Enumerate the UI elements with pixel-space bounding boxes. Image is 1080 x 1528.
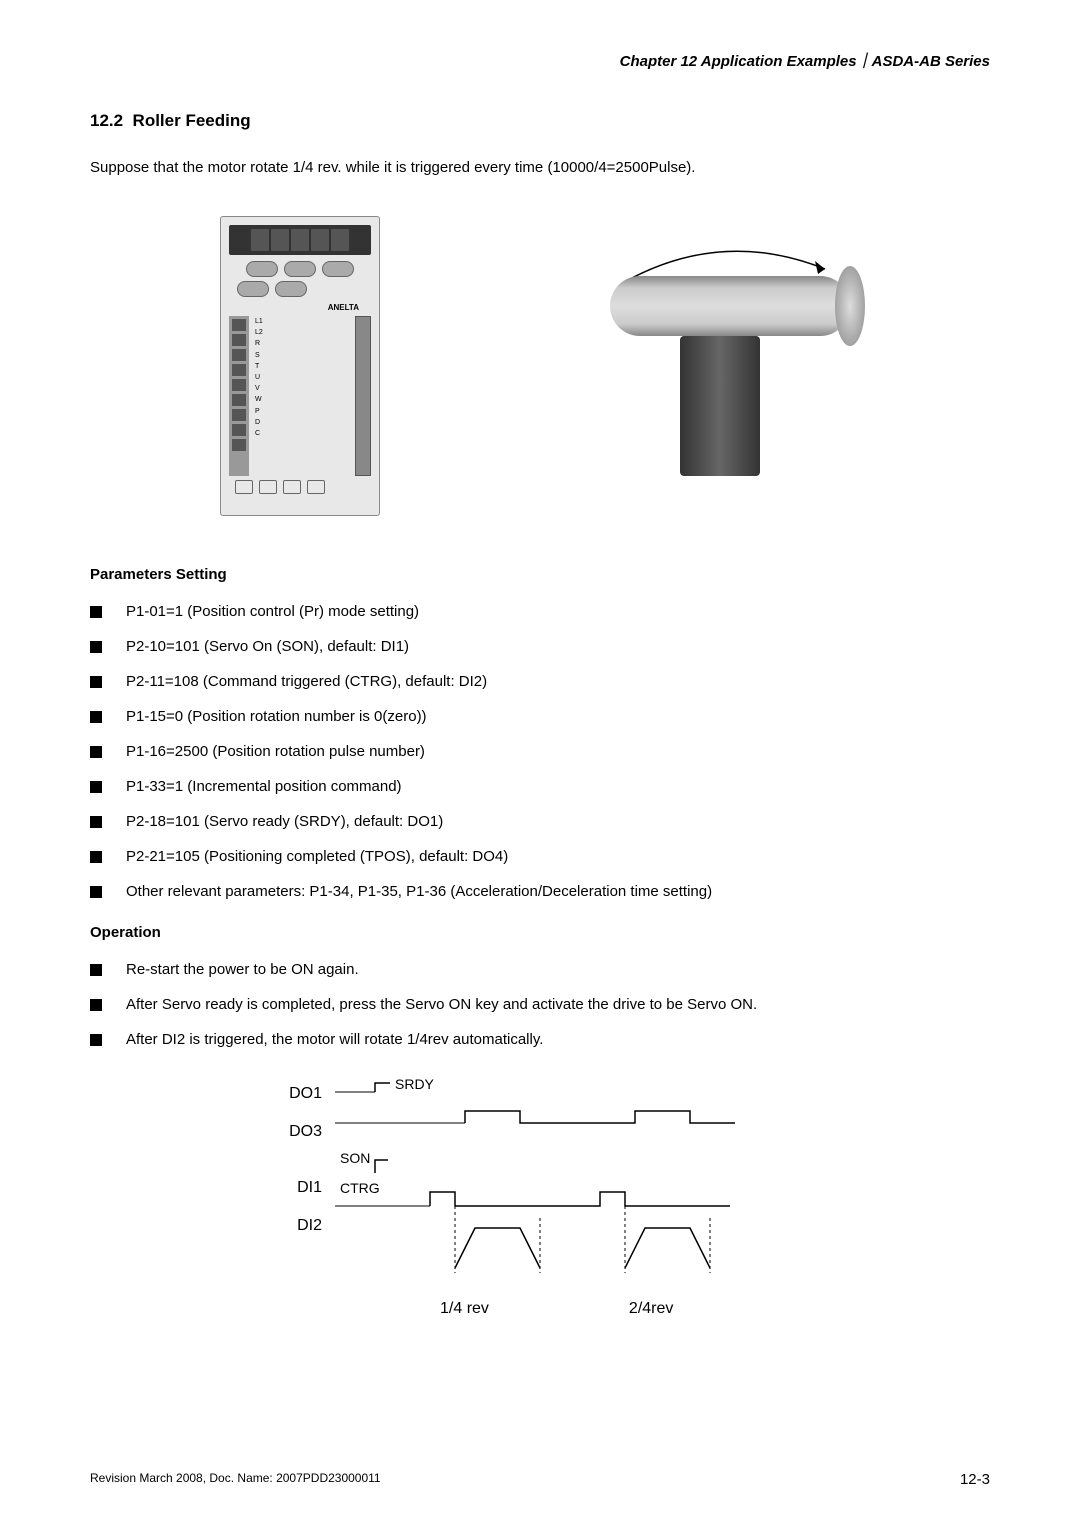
terminal-section: L1L2RSTUVWPDC [229,316,371,476]
bullet-icon [90,711,102,723]
rev2-label: 2/4rev [629,1300,673,1318]
operation-list: Re-start the power to be ON again. After… [90,961,990,1048]
op-text: After Servo ready is completed, press th… [126,996,757,1013]
bullet-icon [90,746,102,758]
param-text: P1-16=2500 (Position rotation pulse numb… [126,743,425,760]
parameters-heading: Parameters Setting [90,566,990,583]
parameters-list: P1-01=1 (Position control (Pr) mode sett… [90,603,990,900]
section-number: 12.2 [90,111,123,130]
list-item: P1-15=0 (Position rotation number is 0(z… [90,708,990,725]
param-text: P1-33=1 (Incremental position command) [126,778,402,795]
bullet-icon [90,1034,102,1046]
display-panel [229,225,371,255]
section-title: 12.2 Roller Feeding [90,111,990,131]
chapter-label: Chapter 12 Application Examples｜ASDA-AB … [620,53,990,70]
page-number: 12-3 [960,1471,990,1488]
list-item: P2-11=108 (Command triggered (CTRG), def… [90,673,990,690]
bullet-icon [90,851,102,863]
list-item: P1-01=1 (Position control (Pr) mode sett… [90,603,990,620]
roller-cap [835,266,865,346]
list-item: After Servo ready is completed, press th… [90,996,990,1013]
op-text: Re-start the power to be ON again. [126,961,359,978]
param-text: P2-21=105 (Positioning completed (TPOS),… [126,848,508,865]
param-text: P2-18=101 (Servo ready (SRDY), default: … [126,813,443,830]
list-item: P2-10=101 (Servo On (SON), default: DI1) [90,638,990,655]
servo-drive-figure: ANELTA L1L2RSTUVWPDC [220,216,380,516]
operation-heading: Operation [90,924,990,941]
list-item: P1-33=1 (Incremental position command) [90,778,990,795]
srdy-label: SRDY [395,1076,434,1092]
bullet-icon [90,781,102,793]
param-text: P2-11=108 (Command triggered (CTRG), def… [126,673,487,690]
list-item: Re-start the power to be ON again. [90,961,990,978]
page-header: Chapter 12 Application Examples｜ASDA-AB … [90,50,990,71]
brand-label: ANELTA [229,303,371,312]
son-label: SON [340,1150,370,1166]
bullet-icon [90,816,102,828]
bullet-icon [90,676,102,688]
section-name: Roller Feeding [133,111,251,130]
bullet-icon [90,964,102,976]
op-text: After DI2 is triggered, the motor will r… [126,1031,543,1048]
bullet-icon [90,641,102,653]
button-row-1 [229,261,371,277]
figures-row: ANELTA L1L2RSTUVWPDC [90,206,990,526]
bullet-icon [90,606,102,618]
param-text: P2-10=101 (Servo On (SON), default: DI1) [126,638,409,655]
roller-shape [610,276,850,336]
list-item: P2-18=101 (Servo ready (SRDY), default: … [90,813,990,830]
list-item: Other relevant parameters: P1-34, P1-35,… [90,883,990,900]
rev1-label: 1/4 rev [440,1300,489,1318]
rev-labels: 1/4 rev 2/4rev [440,1300,673,1318]
motor-roller-figure [580,236,860,496]
param-text: P1-15=0 (Position rotation number is 0(z… [126,708,427,725]
list-item: After DI2 is triggered, the motor will r… [90,1031,990,1048]
list-item: P1-16=2500 (Position rotation pulse numb… [90,743,990,760]
ctrg-label: CTRG [340,1180,380,1196]
page-footer: Revision March 2008, Doc. Name: 2007PDD2… [90,1471,990,1488]
revision-text: Revision March 2008, Doc. Name: 2007PDD2… [90,1471,381,1488]
list-item: P2-21=105 (Positioning completed (TPOS),… [90,848,990,865]
button-row-2 [229,281,371,297]
timing-diagram: DO1 DO3 DI1 DI2 SRDY SON CTRG 1/4 rev 2/… [260,1078,820,1318]
bottom-icons [229,480,371,494]
motor-shape [680,336,760,476]
bullet-icon [90,886,102,898]
bullet-icon [90,999,102,1011]
param-text: Other relevant parameters: P1-34, P1-35,… [126,883,712,900]
param-text: P1-01=1 (Position control (Pr) mode sett… [126,603,419,620]
intro-text: Suppose that the motor rotate 1/4 rev. w… [90,159,990,176]
timing-svg [260,1078,820,1318]
